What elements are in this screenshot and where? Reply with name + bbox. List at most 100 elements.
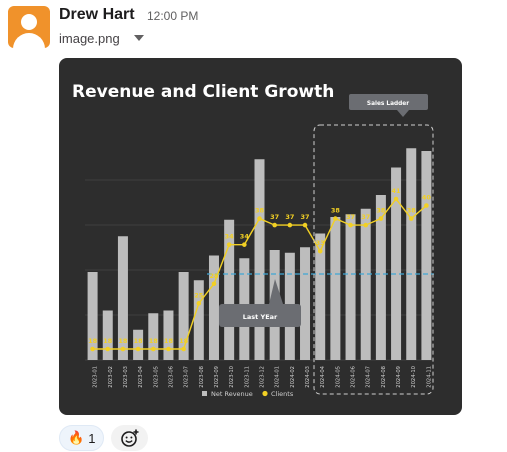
legend-label: Clients bbox=[271, 390, 294, 398]
clients-point bbox=[378, 216, 384, 221]
x-tick-label: 2023-02 bbox=[108, 366, 114, 388]
clients-data-label: 18 bbox=[149, 337, 159, 345]
clients-point bbox=[105, 346, 111, 352]
clients-data-label: 18 bbox=[179, 337, 189, 345]
revenue-bar bbox=[330, 217, 341, 360]
user-avatar[interactable] bbox=[8, 6, 50, 48]
revenue-bar bbox=[163, 310, 174, 360]
chevron-down-icon[interactable] bbox=[134, 35, 144, 41]
revenue-bar bbox=[117, 236, 128, 360]
x-tick-label: 2024-10 bbox=[411, 366, 417, 388]
clients-data-label: 18 bbox=[164, 337, 174, 345]
x-tick-label: 2024-11 bbox=[426, 366, 432, 388]
clients-data-label: 38 bbox=[376, 207, 386, 215]
x-tick-label: 2023-03 bbox=[123, 366, 129, 388]
legend-label: Net Revenue bbox=[211, 390, 253, 398]
callout-pointer bbox=[269, 279, 283, 304]
clients-data-label: 37 bbox=[285, 213, 294, 221]
fire-icon: 🔥 bbox=[68, 430, 85, 445]
clients-point bbox=[120, 346, 126, 352]
clients-data-label: 18 bbox=[134, 337, 144, 345]
clients-data-label: 37 bbox=[346, 213, 355, 221]
clients-data-label: 18 bbox=[118, 337, 128, 345]
callout-last-year bbox=[219, 304, 301, 327]
x-tick-label: 2023-12 bbox=[260, 366, 266, 388]
message-timestamp[interactable]: 12:00 PM bbox=[147, 9, 199, 23]
clients-data-label: 37 bbox=[361, 213, 370, 221]
revenue-bar bbox=[315, 233, 326, 360]
revenue-bar bbox=[208, 255, 219, 360]
revenue-bar bbox=[87, 272, 98, 360]
revenue-bar bbox=[102, 310, 113, 360]
x-tick-label: 2023-08 bbox=[199, 366, 205, 388]
callout-sales-ladder-text: Sales Ladder bbox=[367, 101, 409, 107]
clients-data-label: 38 bbox=[331, 207, 341, 215]
clients-data-label: 28 bbox=[209, 272, 219, 280]
avatar-body-shape bbox=[13, 33, 45, 48]
x-tick-label: 2024-02 bbox=[290, 366, 296, 388]
clients-point bbox=[211, 281, 217, 287]
revenue-bar bbox=[360, 208, 371, 360]
clients-data-label: 18 bbox=[88, 337, 98, 345]
clients-point bbox=[257, 216, 262, 221]
revenue-bar bbox=[178, 272, 189, 360]
clients-data-label: 41 bbox=[392, 187, 402, 195]
revenue-bar bbox=[133, 329, 144, 360]
clients-data-label: 38 bbox=[407, 207, 417, 215]
clients-data-label: 40 bbox=[422, 194, 432, 202]
clients-point bbox=[348, 222, 353, 228]
clients-point bbox=[196, 301, 202, 306]
revenue-bar bbox=[406, 148, 417, 360]
callout-sales-pointer bbox=[397, 110, 409, 117]
attachment-filename: image.png bbox=[59, 31, 120, 46]
chart-title: Revenue and Client Growth bbox=[72, 82, 334, 102]
x-tick-label: 2023-09 bbox=[214, 366, 220, 388]
revenue-bar bbox=[300, 247, 311, 360]
revenue-bar bbox=[391, 167, 402, 360]
x-tick-label: 2023-10 bbox=[229, 366, 235, 388]
revenue-bar bbox=[421, 151, 432, 360]
clients-point bbox=[424, 203, 429, 208]
clients-point bbox=[226, 242, 232, 247]
callout-last-year-text: Last YEar bbox=[243, 313, 278, 321]
clients-point bbox=[150, 346, 156, 352]
x-tick-label: 2024-04 bbox=[320, 365, 326, 387]
clients-data-label: 18 bbox=[103, 337, 113, 345]
clients-point bbox=[393, 196, 399, 202]
image-attachment[interactable]: Revenue and Client Growth 18 18 18 18 18 18 18… bbox=[59, 58, 462, 415]
clients-data-label: 37 bbox=[270, 213, 279, 221]
avatar-head-shape bbox=[21, 14, 37, 30]
callout-sales-ladder bbox=[349, 94, 428, 110]
clients-data-label: 33 bbox=[316, 239, 325, 247]
x-tick-label: 2023-05 bbox=[153, 366, 159, 388]
x-tick-label: 2023-07 bbox=[184, 366, 190, 388]
sender-name[interactable]: Drew Hart bbox=[59, 6, 135, 23]
x-tick-label: 2024-08 bbox=[381, 366, 387, 388]
x-tick-label: 2024-06 bbox=[351, 366, 357, 388]
reaction-fire[interactable]: 🔥 1 bbox=[59, 425, 105, 451]
chart: Revenue and Client Growth 18 18 18 18 18 18 18… bbox=[72, 82, 434, 398]
clients-data-label: 25 bbox=[194, 291, 204, 299]
reaction-count: 1 bbox=[88, 430, 96, 446]
clients-data-label: 38 bbox=[255, 207, 265, 215]
clients-point bbox=[272, 222, 277, 228]
x-tick-label: 2023-11 bbox=[244, 366, 250, 388]
x-tick-label: 2023-01 bbox=[93, 366, 99, 388]
legend-swatch-bar bbox=[202, 391, 207, 396]
clients-point bbox=[90, 346, 95, 352]
x-tick-label: 2024-05 bbox=[335, 366, 341, 388]
revenue-bar bbox=[224, 219, 235, 360]
clients-data-label: 34 bbox=[225, 233, 235, 241]
x-tick-label: 2023-04 bbox=[138, 365, 144, 387]
revenue-bar bbox=[254, 159, 265, 360]
x-tick-label: 2024-07 bbox=[366, 366, 372, 388]
legend-swatch-line bbox=[262, 390, 268, 397]
clients-data-label: 37 bbox=[300, 213, 309, 221]
clients-point bbox=[317, 248, 323, 254]
revenue-bar bbox=[193, 280, 204, 360]
x-tick-label: 2024-03 bbox=[305, 366, 311, 388]
add-reaction-button[interactable] bbox=[111, 425, 148, 451]
highlight-region bbox=[313, 124, 434, 395]
clients-point bbox=[242, 242, 247, 247]
clients-point bbox=[166, 346, 171, 352]
